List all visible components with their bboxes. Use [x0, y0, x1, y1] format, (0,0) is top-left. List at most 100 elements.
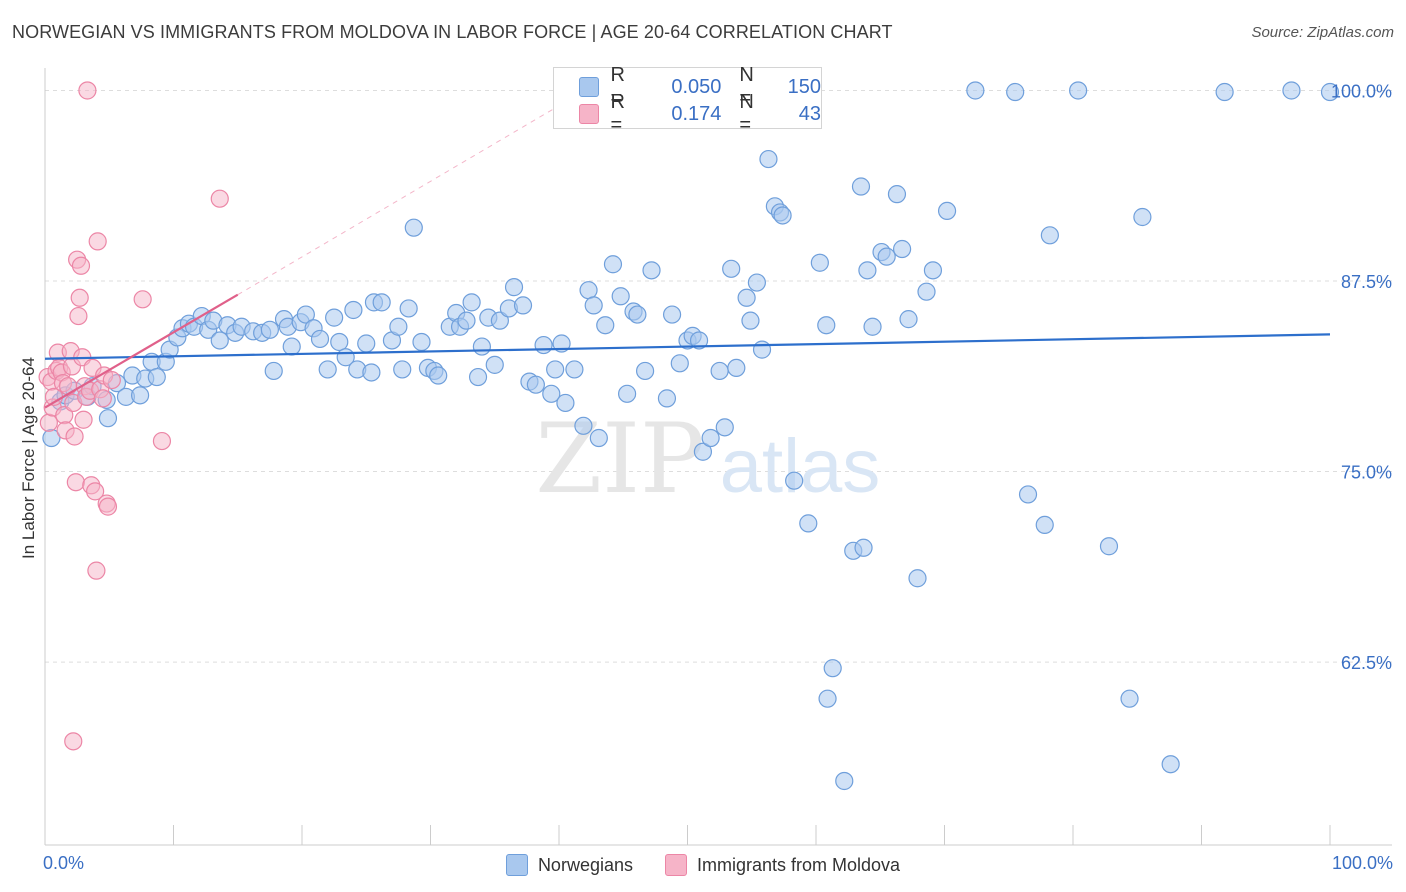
- y-tick-label: 87.5%: [1341, 272, 1392, 292]
- y-axis-title: In Labor Force | Age 20-64: [19, 357, 38, 559]
- legend-row-norwegians: R = 0.050 N = 150: [579, 64, 821, 109]
- legend-item-moldova[interactable]: Immigrants from Moldova: [664, 854, 901, 876]
- norwegian-point: [1040, 226, 1059, 245]
- moldova-point: [86, 482, 105, 501]
- legend-swatch-pink: [579, 104, 599, 124]
- norwegian-point: [737, 288, 756, 307]
- norwegian-point: [1035, 515, 1054, 535]
- norwegian-point: [741, 311, 760, 330]
- norwegian-point: [457, 311, 476, 330]
- legend-r-value: 0.050: [671, 75, 722, 98]
- axes: [44, 68, 1392, 846]
- norwegian-point: [282, 337, 301, 356]
- norwegian-point: [818, 689, 837, 708]
- norwegian-point: [589, 428, 608, 448]
- norwegian-point: [1161, 755, 1180, 774]
- norwegian-point: [472, 337, 491, 356]
- norwegian-point: [662, 305, 682, 324]
- norwegian-point: [485, 355, 504, 374]
- norwegian-point: [759, 149, 778, 169]
- moldova-point: [133, 290, 152, 309]
- watermark: ZIP atlas: [535, 403, 880, 515]
- norwegian-point: [908, 569, 927, 588]
- legend-item-norwegians[interactable]: Norwegians: [505, 854, 633, 876]
- moldova-trend-line: [44, 293, 239, 409]
- moldova-point: [65, 427, 84, 446]
- moldova-point: [98, 497, 118, 516]
- norwegian-point: [362, 363, 381, 382]
- correlation-legend: R = 0.050 N = 150 R = 0.174 N = 43: [553, 64, 822, 136]
- norwegian-point: [887, 185, 907, 204]
- norwegian-point: [542, 384, 561, 403]
- norwegian-point: [130, 386, 150, 405]
- norwegian-point: [1133, 207, 1152, 227]
- norwegian-point: [552, 334, 571, 353]
- norwegian-point: [966, 81, 985, 100]
- norwegian-point: [344, 300, 363, 320]
- moldova-point: [39, 413, 58, 432]
- legend-r-label: R =: [610, 64, 625, 109]
- norwegian-point: [858, 261, 877, 280]
- norwegian-point: [372, 293, 391, 312]
- norwegian-point: [513, 296, 533, 315]
- trend-lines: [44, 105, 1331, 409]
- norwegian-point: [565, 360, 584, 379]
- moldova-point: [152, 431, 172, 451]
- norwegian-point: [693, 442, 713, 461]
- norwegian-point: [899, 310, 918, 329]
- norwegian-point: [773, 206, 792, 225]
- y-tick-label: 62.5%: [1341, 653, 1392, 673]
- axis-labels: 62.5% 75.0% 87.5% 100.0% 0.0% 100.0% In Labor …: [19, 81, 1393, 873]
- legend-n-value: 150: [787, 75, 821, 98]
- norwegian-point: [429, 366, 448, 385]
- norwegian-point: [722, 259, 741, 278]
- legend-label-moldova: Immigrants from Moldova: [696, 854, 901, 875]
- norwegian-point: [1018, 485, 1038, 504]
- norwegian-point: [851, 177, 871, 196]
- norwegian-point: [642, 261, 661, 280]
- moldova-point: [69, 306, 88, 326]
- norwegian-point: [877, 247, 896, 266]
- norwegian-point: [584, 296, 603, 315]
- legend-swatch-blue: [579, 77, 599, 97]
- legend-swatch-norwegians: [505, 854, 528, 876]
- norwegian-point: [1282, 81, 1301, 100]
- norwegian-point: [147, 367, 166, 387]
- moldova-point: [71, 256, 91, 275]
- norwegian-point: [715, 418, 734, 437]
- norwegian-point: [490, 311, 509, 330]
- moldova-point: [88, 232, 107, 251]
- norwegian-point: [1120, 689, 1139, 708]
- norwegian-point: [817, 316, 836, 335]
- norwegian-point: [534, 335, 553, 355]
- x-tick-label-max: 100.0%: [1332, 853, 1393, 873]
- norwegian-point: [689, 331, 709, 350]
- norwegian-point: [635, 361, 655, 381]
- norwegian-point: [556, 393, 575, 413]
- norwegian-point: [318, 360, 337, 379]
- norwegian-point: [1320, 82, 1340, 102]
- norwegian-point: [752, 340, 772, 359]
- legend-r-value: 0.174: [671, 102, 722, 125]
- moldova-points: [38, 81, 229, 751]
- norwegian-point: [917, 282, 936, 301]
- moldova-point: [87, 561, 106, 580]
- norwegian-point: [393, 360, 412, 379]
- norwegian-point: [618, 384, 637, 403]
- x-tick-label-min: 0.0%: [43, 853, 84, 873]
- moldova-point: [64, 732, 83, 751]
- norwegian-point: [923, 261, 943, 280]
- moldova-trend-extension: [237, 105, 560, 296]
- legend-row-moldova: R = 0.174 N = 43: [579, 91, 821, 136]
- norwegian-point: [310, 329, 330, 349]
- norwegian-point: [357, 334, 376, 353]
- watermark-zip: ZIP: [535, 403, 704, 515]
- source-credit: Source: ZipAtlas.com: [1251, 24, 1394, 41]
- legend-n-label: N =: [739, 64, 754, 109]
- norwegian-point: [98, 409, 118, 428]
- legend-r-label: R =: [610, 91, 625, 136]
- norwegian-point: [296, 305, 315, 324]
- norwegian-point: [823, 659, 842, 678]
- norwegian-point: [468, 367, 488, 387]
